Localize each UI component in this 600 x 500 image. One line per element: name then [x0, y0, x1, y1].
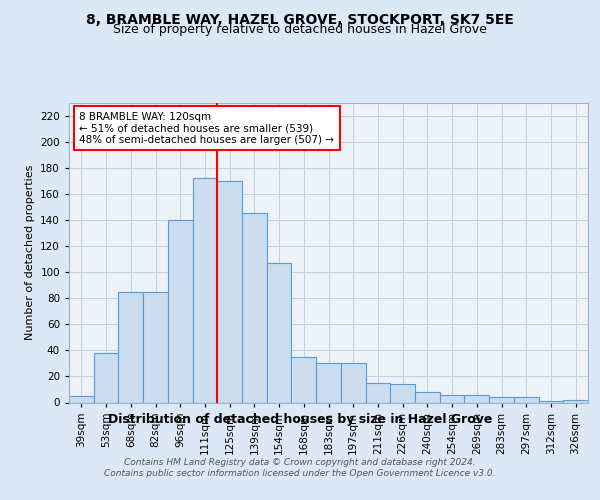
Text: 8 BRAMBLE WAY: 120sqm
← 51% of detached houses are smaller (539)
48% of semi-det: 8 BRAMBLE WAY: 120sqm ← 51% of detached …	[79, 112, 334, 144]
Y-axis label: Number of detached properties: Number of detached properties	[25, 165, 35, 340]
Bar	[390, 384, 415, 402]
Bar	[464, 394, 489, 402]
Bar	[514, 398, 539, 402]
Bar	[316, 364, 341, 403]
Bar	[217, 181, 242, 402]
Bar	[267, 263, 292, 402]
Bar	[94, 353, 118, 403]
Text: Size of property relative to detached houses in Hazel Grove: Size of property relative to detached ho…	[113, 22, 487, 36]
Bar	[292, 357, 316, 403]
Bar	[440, 394, 464, 402]
Text: Distribution of detached houses by size in Hazel Grove: Distribution of detached houses by size …	[108, 412, 492, 426]
Bar	[415, 392, 440, 402]
Bar	[168, 220, 193, 402]
Bar	[563, 400, 588, 402]
Bar	[143, 292, 168, 403]
Bar	[489, 398, 514, 402]
Text: 8, BRAMBLE WAY, HAZEL GROVE, STOCKPORT, SK7 5EE: 8, BRAMBLE WAY, HAZEL GROVE, STOCKPORT, …	[86, 12, 514, 26]
Bar	[242, 214, 267, 402]
Bar	[193, 178, 217, 402]
Bar	[69, 396, 94, 402]
Bar	[118, 292, 143, 403]
Text: Contains HM Land Registry data © Crown copyright and database right 2024.
Contai: Contains HM Land Registry data © Crown c…	[104, 458, 496, 477]
Bar	[365, 383, 390, 402]
Bar	[341, 364, 365, 403]
Bar	[539, 401, 563, 402]
